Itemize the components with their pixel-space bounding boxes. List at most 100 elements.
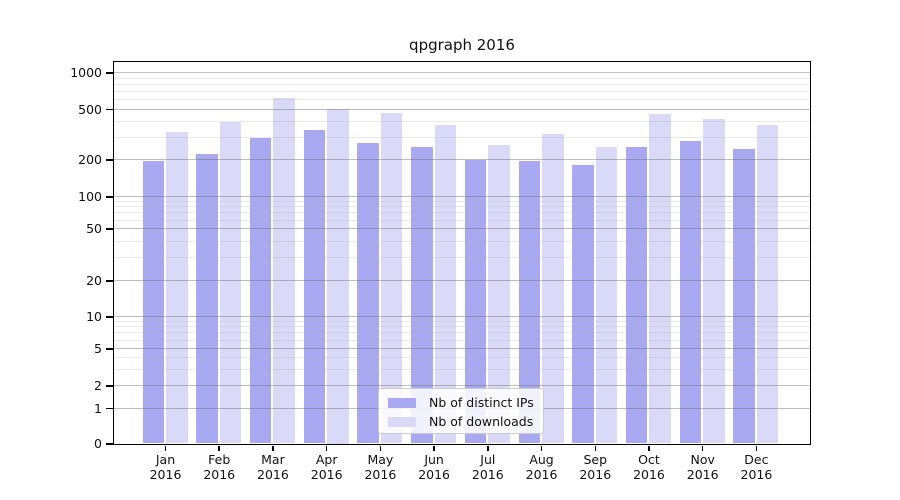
- x-tick-label-aug: Aug 2016: [512, 452, 572, 482]
- legend-row-downloads: Nb of downloads: [379, 412, 543, 431]
- gridline-minor-60: [113, 219, 810, 221]
- y-tick-1: [106, 407, 113, 410]
- bar-downloads-oct: [649, 114, 671, 444]
- gridline-major-10: [113, 316, 810, 317]
- x-tick-label-sep: Sep 2016: [565, 452, 625, 482]
- x-tick-may: [379, 445, 382, 451]
- x-tick-month-aug: Aug: [529, 452, 554, 467]
- gridline-major-500: [113, 108, 810, 110]
- x-tick-label-jan: Jan 2016: [136, 452, 196, 482]
- x-tick-year-dec: 2016: [740, 467, 773, 482]
- legend: Nb of distinct IPs Nb of downloads: [378, 388, 544, 434]
- bar-downloads-apr: [327, 109, 349, 444]
- x-tick-jan: [164, 445, 167, 451]
- x-tick-apr: [325, 445, 328, 451]
- x-tick-year-apr: 2016: [310, 467, 343, 482]
- bar-distinct-ips-aug: [518, 160, 541, 444]
- x-tick-year-oct: 2016: [633, 467, 665, 482]
- gridline-major-1000: [113, 72, 810, 73]
- y-tick-20: [106, 280, 113, 282]
- x-tick-month-jul: Jul: [480, 452, 496, 467]
- y-tick-100: [106, 196, 113, 198]
- x-tick-year-sep: 2016: [579, 467, 612, 482]
- bar-distinct-ips-apr: [303, 130, 326, 444]
- x-tick-label-dec: Dec 2016: [726, 452, 786, 482]
- gridline-minor-9: [113, 320, 810, 322]
- bar-downloads-jan: [166, 131, 188, 444]
- chart-title: qpgraph 2016: [409, 36, 515, 54]
- plot-canvas: [113, 62, 810, 444]
- x-tick-year-jan: 2016: [149, 467, 182, 482]
- x-tick-month-dec: Dec: [744, 452, 769, 467]
- bar-distinct-ips-nov: [679, 141, 702, 444]
- x-tick-label-jul: Jul 2016: [458, 452, 518, 482]
- gridline-minor-800: [113, 83, 810, 85]
- x-tick-month-apr: Apr: [315, 452, 338, 467]
- gridline-minor-300: [113, 136, 810, 138]
- gridline-minor-30: [113, 256, 810, 258]
- gridline-major-20: [113, 280, 810, 281]
- x-tick-year-feb: 2016: [203, 467, 236, 482]
- bar-distinct-ips-jul: [464, 160, 487, 444]
- legend-swatch-distinct-ips: [388, 397, 416, 408]
- x-tick-label-nov: Nov 2016: [673, 452, 733, 482]
- gridline-minor-40: [113, 240, 810, 242]
- legend-label-distinct-ips: Nb of distinct IPs: [429, 395, 534, 410]
- x-tick-label-mar: Mar 2016: [243, 452, 303, 482]
- gridline-major-100: [113, 196, 810, 197]
- y-tick-label-1000: 1000: [70, 65, 102, 80]
- y-tick-label-500: 500: [78, 101, 102, 117]
- x-tick-aug: [540, 445, 543, 451]
- x-tick-month-nov: Nov: [690, 452, 715, 467]
- x-tick-jul: [487, 445, 489, 451]
- bar-distinct-ips-oct: [625, 147, 648, 444]
- gridline-major-200: [113, 159, 810, 160]
- gridline-minor-80: [113, 206, 810, 208]
- bar-downloads-aug: [542, 133, 564, 444]
- x-tick-month-jun: Jun: [424, 452, 444, 467]
- x-tick-month-may: May: [367, 452, 394, 467]
- y-tick-label-20: 20: [86, 273, 102, 288]
- x-tick-year-mar: 2016: [257, 467, 289, 482]
- y-tick-label-10: 10: [86, 309, 102, 324]
- bar-downloads-dec: [756, 125, 779, 444]
- x-tick-label-apr: Apr 2016: [297, 452, 357, 482]
- legend-swatch-downloads: [388, 416, 416, 427]
- bar-distinct-ips-mar: [249, 137, 272, 444]
- bar-distinct-ips-sep: [572, 165, 594, 444]
- x-tick-sep: [594, 445, 596, 451]
- bar-distinct-ips-feb: [196, 153, 218, 444]
- x-tick-year-may: 2016: [364, 467, 397, 482]
- x-tick-label-jun: Jun 2016: [404, 452, 464, 482]
- bar-downloads-mar: [273, 97, 295, 444]
- gridline-minor-4: [113, 357, 810, 358]
- y-tick-10: [106, 316, 113, 318]
- y-tick-label-100: 100: [78, 189, 102, 204]
- x-tick-oct: [648, 445, 650, 451]
- bar-downloads-nov: [703, 119, 725, 444]
- y-tick-2: [106, 385, 113, 387]
- bar-distinct-ips-jun: [411, 146, 433, 444]
- bar-distinct-ips-dec: [733, 148, 755, 444]
- y-tick-label-1: 1: [94, 400, 102, 416]
- y-tick-label-200: 200: [78, 152, 102, 167]
- y-tick-label-50: 50: [86, 221, 102, 236]
- x-tick-dec: [755, 445, 758, 451]
- x-tick-year-jul: 2016: [471, 467, 504, 482]
- gridline-minor-3: [113, 368, 810, 370]
- gridline-major-50: [113, 228, 810, 229]
- bar-downloads-feb: [219, 121, 242, 444]
- y-tick-50: [106, 228, 113, 230]
- x-tick-month-jan: Jan: [155, 452, 176, 467]
- gridline-minor-900: [113, 77, 810, 79]
- gridline-minor-8: [113, 326, 810, 328]
- bar-downloads-sep: [595, 147, 618, 444]
- x-tick-month-oct: Oct: [638, 452, 660, 467]
- y-tick-label-5: 5: [94, 341, 102, 356]
- y-tick-0: [106, 443, 113, 445]
- bar-distinct-ips-jan: [142, 161, 164, 444]
- x-tick-label-oct: Oct 2016: [619, 452, 679, 482]
- x-tick-year-nov: 2016: [686, 467, 719, 482]
- x-tick-month-feb: Feb: [208, 452, 231, 467]
- x-tick-label-feb: Feb 2016: [189, 452, 249, 482]
